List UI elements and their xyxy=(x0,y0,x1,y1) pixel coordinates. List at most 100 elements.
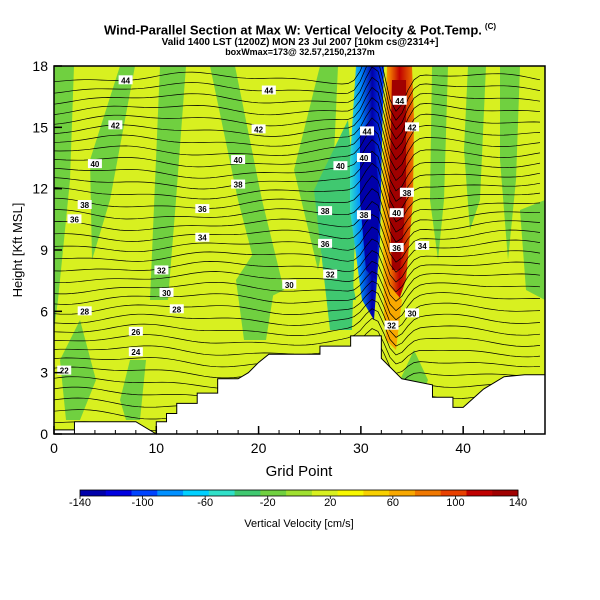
contour-label-bg xyxy=(169,304,184,314)
contour-label-bg xyxy=(399,187,414,197)
colorbar-tick-label: -20 xyxy=(260,497,276,509)
x-tick-label: 20 xyxy=(251,440,267,456)
contour-label: 36 xyxy=(198,205,207,214)
isentrope-line xyxy=(54,150,541,213)
colorbar-label: Vertical Velocity [cm/s] xyxy=(244,518,353,530)
colorbar-swatch xyxy=(260,490,287,496)
contour-label: 38 xyxy=(359,211,368,220)
isentrope-line xyxy=(54,226,541,273)
contour-label: 40 xyxy=(336,162,345,171)
x-tick-label: 40 xyxy=(455,440,471,456)
colorbar-swatch xyxy=(440,490,467,496)
colorbar-swatch xyxy=(492,490,519,496)
contour-label: 28 xyxy=(172,305,181,314)
contour-label-bg xyxy=(231,179,246,189)
x-tick-label: 0 xyxy=(50,440,58,456)
isentrope-line xyxy=(54,66,541,131)
isentrope-line xyxy=(54,260,541,302)
contour-label-bg xyxy=(392,95,407,105)
contour-label: 30 xyxy=(162,289,171,298)
contour-label-bg xyxy=(282,279,297,289)
contour-label-bg xyxy=(87,159,102,169)
contour-label: 28 xyxy=(80,307,89,316)
green-band xyxy=(60,320,96,420)
contour-label-bg xyxy=(360,126,375,136)
contour-label: 32 xyxy=(326,271,335,280)
isentrope-line xyxy=(54,289,541,330)
colorbar-swatch xyxy=(208,490,236,496)
contour-label-bg xyxy=(405,122,420,132)
contour-label: 40 xyxy=(359,154,368,163)
box-wmax-line: boxWmax=173@ 32.57,2150,2137m xyxy=(225,47,375,57)
contour-label-bg xyxy=(389,208,404,218)
contour-label-bg xyxy=(128,347,143,357)
contour-label-bg xyxy=(405,308,420,318)
green-band xyxy=(464,66,486,230)
isentrope-line xyxy=(54,280,541,321)
isentrope-line xyxy=(54,250,541,293)
updraft-fringe xyxy=(384,280,402,350)
y-tick-label: 6 xyxy=(40,303,48,319)
isentrope-line xyxy=(54,270,541,312)
contour-label-bg xyxy=(77,200,92,210)
isentrope-line xyxy=(54,213,541,263)
contour-label: 36 xyxy=(70,215,79,224)
contour-label: 36 xyxy=(321,240,330,249)
contour-label: 44 xyxy=(121,76,130,85)
contour-label: 44 xyxy=(264,87,273,96)
colorbar-tick-label: 20 xyxy=(324,497,336,509)
colorbar-swatch xyxy=(337,490,364,496)
contour-label-bg xyxy=(154,265,169,275)
isentrope-line xyxy=(54,76,541,140)
contour-label-bg xyxy=(356,210,371,220)
colorbar-swatch xyxy=(80,490,107,496)
colorbar-swatch xyxy=(183,490,210,496)
contour-label-bg xyxy=(261,85,276,95)
contour-label: 42 xyxy=(111,121,120,130)
colorbar-swatch xyxy=(286,490,313,496)
isentrope-line xyxy=(54,139,541,202)
isentrope-line xyxy=(54,107,541,171)
contour-label-bg xyxy=(195,204,210,214)
isentrope-line xyxy=(54,97,541,161)
x-tick-label: 10 xyxy=(149,440,165,456)
contour-label: 40 xyxy=(392,209,401,218)
colorbar-swatch xyxy=(234,490,261,496)
contour-label: 30 xyxy=(285,281,294,290)
green-band xyxy=(150,66,186,300)
contour-label-bg xyxy=(118,75,133,85)
contour-label: 38 xyxy=(80,201,89,210)
colorbar: -140 -100 -60 -20 20 60 100 140 xyxy=(69,489,527,509)
contour-label: 30 xyxy=(408,309,417,318)
contour-label-bg xyxy=(389,242,404,252)
y-tick-label: 15 xyxy=(32,119,48,135)
x-axis-label: Grid Point xyxy=(266,463,334,480)
contour-label: 22 xyxy=(60,367,69,376)
contour-label-bg xyxy=(128,326,143,336)
title-mark: (C) xyxy=(484,22,497,31)
y-axis: 0 3 6 9 12 15 18 xyxy=(32,58,62,442)
isentrope-line xyxy=(54,117,541,182)
contour-label: 44 xyxy=(363,127,372,136)
isentrope-line xyxy=(54,298,541,338)
contour-label-bg xyxy=(231,155,246,165)
y-axis-label: Height [Kft MSL] xyxy=(10,203,25,298)
isentrope-line xyxy=(54,127,541,192)
colorbar-swatch xyxy=(105,490,133,496)
contour-label-bg xyxy=(159,287,174,297)
contour-label-bg xyxy=(108,120,123,130)
valid-time-line: Valid 1400 LST (1200Z) MON 23 Jul 2007 [… xyxy=(161,37,439,48)
y-tick-label: 18 xyxy=(32,58,48,74)
colorbar-swatch xyxy=(363,490,390,496)
contour-label-bg xyxy=(356,153,371,162)
contour-label-bg xyxy=(318,206,333,216)
terrain xyxy=(53,335,546,435)
y-tick-label: 3 xyxy=(40,365,48,381)
isentrope-line xyxy=(54,188,540,243)
y-tick-label: 12 xyxy=(32,181,48,197)
colorbar-swatch xyxy=(157,490,184,496)
contour-label: 34 xyxy=(418,242,427,251)
